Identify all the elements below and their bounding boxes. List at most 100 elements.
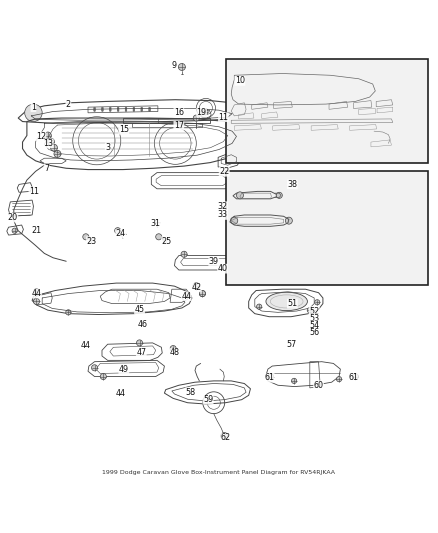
Circle shape [44, 132, 51, 139]
Circle shape [125, 107, 127, 109]
Circle shape [33, 298, 39, 304]
Circle shape [117, 107, 119, 109]
Circle shape [94, 110, 95, 111]
Circle shape [100, 374, 106, 379]
Text: 1999 Dodge Caravan Glove Box-Instrument Panel Diagram for RV54RJKAA: 1999 Dodge Caravan Glove Box-Instrument … [102, 470, 336, 475]
Circle shape [286, 217, 292, 224]
Text: 12: 12 [36, 132, 46, 141]
Text: 7: 7 [44, 164, 49, 173]
Text: 57: 57 [286, 340, 296, 349]
Text: 59: 59 [203, 395, 213, 404]
Text: 21: 21 [32, 226, 42, 235]
Circle shape [181, 251, 187, 257]
Text: 54: 54 [309, 321, 319, 330]
Text: 48: 48 [170, 349, 180, 358]
Text: 49: 49 [119, 365, 129, 374]
Circle shape [50, 144, 57, 151]
Text: 15: 15 [119, 125, 129, 134]
Circle shape [117, 108, 119, 110]
Text: 44: 44 [81, 342, 91, 351]
Circle shape [149, 107, 150, 109]
Ellipse shape [266, 292, 307, 311]
Text: 24: 24 [116, 229, 126, 238]
Text: 40: 40 [218, 264, 227, 273]
Text: 25: 25 [162, 237, 172, 246]
Text: 45: 45 [134, 305, 145, 314]
Text: 1: 1 [31, 103, 36, 111]
Circle shape [12, 228, 17, 233]
Circle shape [110, 107, 111, 109]
Text: 60: 60 [314, 381, 324, 390]
Circle shape [199, 290, 205, 297]
Text: 20: 20 [8, 213, 18, 222]
Circle shape [237, 192, 244, 199]
FancyBboxPatch shape [226, 171, 427, 285]
Circle shape [352, 374, 358, 379]
Text: 13: 13 [43, 139, 53, 148]
Circle shape [141, 110, 143, 111]
Circle shape [54, 150, 61, 157]
Text: 51: 51 [287, 299, 297, 308]
Text: 52: 52 [309, 306, 319, 316]
Circle shape [110, 108, 111, 110]
Circle shape [202, 108, 208, 115]
Circle shape [336, 376, 342, 382]
Circle shape [133, 110, 135, 111]
Circle shape [268, 374, 274, 379]
Text: 42: 42 [191, 283, 201, 292]
Circle shape [307, 308, 312, 313]
Circle shape [184, 292, 191, 298]
Circle shape [291, 378, 297, 384]
Circle shape [199, 290, 205, 297]
Text: 19: 19 [197, 108, 207, 117]
Circle shape [231, 217, 238, 224]
Text: 17: 17 [174, 122, 184, 131]
Circle shape [125, 108, 127, 110]
Circle shape [149, 108, 150, 110]
Text: 62: 62 [220, 433, 231, 442]
Circle shape [314, 300, 320, 305]
Text: 23: 23 [86, 237, 96, 246]
Circle shape [221, 432, 228, 439]
Text: 16: 16 [174, 108, 184, 117]
Circle shape [133, 108, 135, 110]
Text: 11: 11 [219, 112, 228, 122]
Text: 47: 47 [136, 349, 146, 358]
Circle shape [133, 107, 135, 109]
Circle shape [66, 310, 71, 315]
Text: 44: 44 [181, 292, 191, 301]
Text: 61: 61 [264, 373, 274, 382]
Text: 31: 31 [151, 219, 161, 228]
Circle shape [25, 104, 42, 122]
Text: 32: 32 [217, 202, 228, 211]
Circle shape [83, 234, 89, 240]
Text: 11: 11 [29, 187, 39, 196]
Circle shape [155, 234, 162, 240]
Circle shape [193, 283, 199, 289]
Text: 10: 10 [235, 76, 245, 85]
Circle shape [110, 110, 111, 111]
Text: 58: 58 [186, 387, 196, 397]
Text: 44: 44 [116, 390, 126, 399]
Text: 53: 53 [309, 313, 319, 322]
Text: 3: 3 [105, 143, 110, 152]
Circle shape [141, 108, 143, 110]
Circle shape [102, 107, 103, 109]
Circle shape [47, 138, 54, 145]
Text: 61: 61 [349, 373, 358, 382]
Circle shape [94, 108, 95, 110]
Circle shape [257, 304, 262, 309]
Text: 46: 46 [138, 320, 148, 329]
Text: 39: 39 [208, 257, 219, 266]
FancyBboxPatch shape [226, 59, 427, 163]
Text: 9: 9 [172, 61, 177, 70]
Circle shape [276, 192, 283, 198]
Text: 38: 38 [287, 180, 297, 189]
Circle shape [33, 289, 39, 295]
Circle shape [149, 110, 150, 111]
Circle shape [141, 107, 143, 109]
Circle shape [92, 365, 98, 371]
Text: 2: 2 [66, 100, 71, 109]
Circle shape [137, 340, 143, 346]
Text: 33: 33 [218, 211, 227, 220]
